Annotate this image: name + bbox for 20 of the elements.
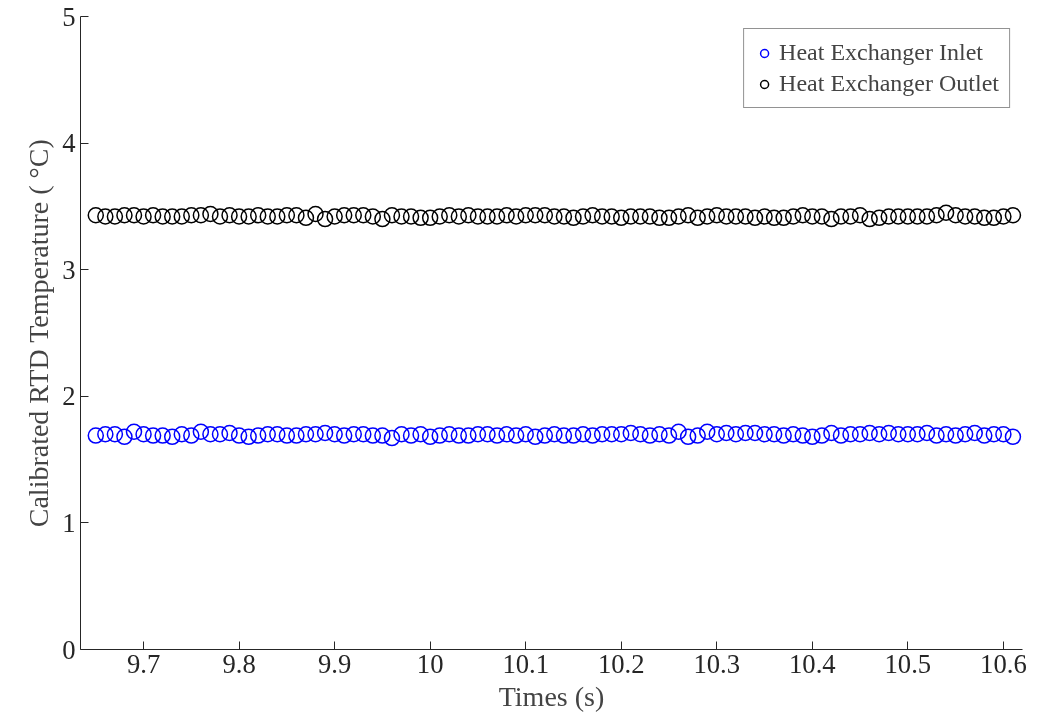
x-tick-label: 10.4: [788, 648, 836, 679]
y-axis-title: Calibrated RTD Temperature ( °C): [23, 139, 55, 528]
y-tick-label: 4: [62, 128, 76, 159]
x-tick-label: 10.1: [502, 648, 550, 679]
y-tick-label: 1: [62, 507, 76, 538]
x-tick-label: 10: [416, 648, 444, 679]
x-tick-label: 10.3: [693, 648, 741, 679]
legend-label: Heat Exchanger Outlet: [779, 70, 999, 97]
y-tick-label: 2: [62, 381, 76, 412]
x-tick-label: 9.9: [317, 648, 352, 679]
x-tick-label: 10.5: [884, 648, 932, 679]
x-axis-title: Times (s): [498, 680, 605, 712]
legend-label: Heat Exchanger Inlet: [779, 39, 983, 66]
x-tick-label: 9.7: [126, 648, 161, 679]
y-tick-label: 3: [62, 254, 76, 285]
y-tick-label: 5: [62, 1, 76, 32]
x-tick-label: 10.6: [980, 648, 1027, 679]
x-tick-label: 9.8: [222, 648, 256, 679]
y-tick-label: 0: [62, 634, 76, 665]
x-tick-label: 10.2: [597, 648, 645, 679]
